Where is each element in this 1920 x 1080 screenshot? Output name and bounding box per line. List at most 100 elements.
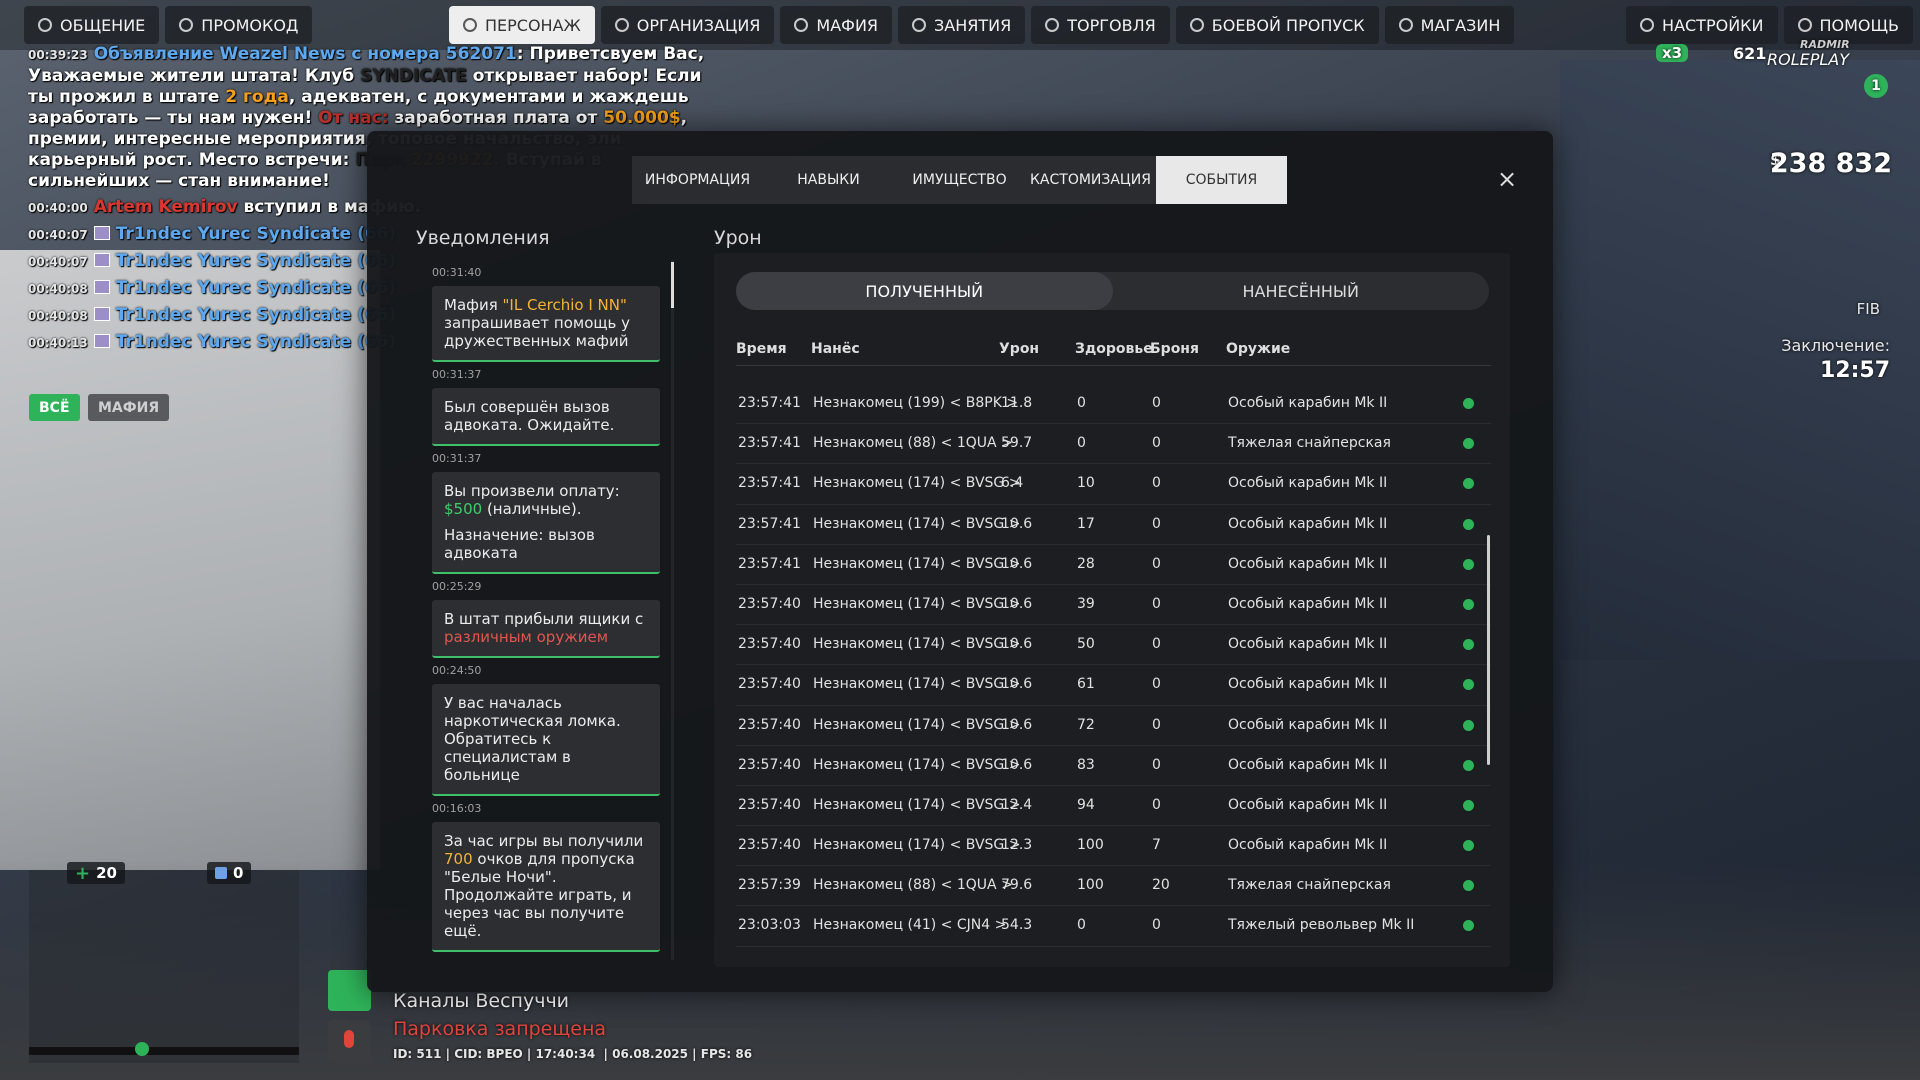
cell-attacker: Незнакомец (88) < 1QUA > (813, 877, 1013, 894)
text-segment: За час игры вы получили (444, 832, 644, 850)
chat-icon (93, 334, 110, 348)
notification-time: 00:31:37 (432, 452, 482, 465)
cell-time: 23:57:41 (738, 475, 801, 492)
text-segment: Объявление Weazel News с номера 562071 (93, 44, 517, 64)
damage-tab[interactable]: НАНЕСЁННЫЙ (1242, 281, 1360, 301)
modal-tab[interactable]: ИМУЩЕСТВО (894, 156, 1025, 204)
nav-item[interactable]: БОЕВОЙ ПРОПУСК (1175, 6, 1379, 44)
notification-card: Вы произвели оплату: $500 (наличные). Наз… (432, 472, 660, 574)
status-dot (1463, 799, 1474, 811)
nav-item[interactable]: ПРОМОКОД (165, 6, 313, 44)
text-segment: От нас: (318, 108, 389, 128)
nav-item[interactable]: ЗАНЯТИЯ (898, 6, 1026, 44)
text-segment: Вы произвели оплату: (444, 482, 620, 500)
modal-tab[interactable]: НАВЫКИ (763, 156, 894, 204)
cell-damage: 12.3 (1001, 837, 1033, 854)
cell-weapon: Особый карабин Mk II (1228, 837, 1388, 854)
armor-value: 0 (233, 864, 244, 882)
notification-card: У вас началась наркотическая ломка. Обра… (432, 684, 660, 796)
nav-item[interactable]: ПЕРСОНАЖ (449, 6, 595, 44)
modal-tab[interactable]: ИНФОРМАЦИЯ (632, 156, 763, 204)
notification-text: Вы произвели оплату: $500 (наличные). (444, 482, 648, 518)
modal-tab[interactable]: СОБЫТИЯ (1156, 156, 1287, 204)
cell-damage: 79.6 (1001, 877, 1033, 894)
status-dot (1463, 840, 1474, 852)
chat-icon (93, 253, 110, 267)
chat-time: 00:39:23 (28, 48, 88, 62)
chat-time: 00:40:07 (28, 228, 88, 242)
modal-tab[interactable]: КАСТОМИЗАЦИЯ (1025, 156, 1156, 204)
nav-icon (179, 18, 194, 32)
damage-row: 23:03:00Незнакомец (485) < PK85 >51.4480… (736, 947, 1491, 950)
damage-row: 23:57:41 Незнакомец (199) < B8PK >11.8 0 0 О… (736, 384, 1491, 425)
text-segment: различным оружием (444, 628, 609, 646)
damage-tab[interactable]: ПОЛУЧЕННЫЙ (736, 272, 1113, 310)
cell-health: 0 (1077, 917, 1086, 934)
cell-damage: 10.6 (1001, 636, 1033, 653)
nav-icon (1797, 18, 1812, 32)
chat-message: 00:40:07 Tr1ndec Yurec Syndicate (66) (28, 224, 728, 246)
text-segment: "IL Cerchio I NN" (502, 296, 627, 314)
cell-attacker: Незнакомец (174) < BVSG > (813, 555, 1021, 572)
zone: Парковка запрещена (393, 1018, 607, 1040)
chat-message: 00:40:07 Tr1ndec Yurec Syndicate (66) (28, 251, 728, 273)
logo-top: RADMIR (1800, 38, 1850, 51)
nav-group: НАСТРОЙКИ ПОМОЩЬ (1626, 6, 1913, 44)
nav-item[interactable]: ТОРГОВЛЯ (1031, 6, 1170, 44)
cell-weapon: Особый карабин Mk II (1228, 676, 1388, 693)
cell-attacker: Незнакомец (174) < BVSG > (813, 515, 1021, 532)
nav-label: БОЕВОЙ ПРОПУСК (1211, 15, 1365, 35)
chat-filter[interactable]: МАФИЯ (88, 394, 170, 421)
status-dot (1463, 518, 1474, 530)
nav-label: МАФИЯ (816, 15, 879, 35)
notification-time: 00:25:29 (432, 580, 482, 593)
nav-item[interactable]: НАСТРОЙКИ (1626, 6, 1778, 44)
nav-item[interactable]: МАГАЗИН (1384, 6, 1515, 44)
currency: $ (1770, 150, 1782, 169)
cell-time: 23:57:41 (738, 515, 801, 532)
close-button[interactable]: × (1497, 165, 1518, 193)
damage-row: 23:57:40 Незнакомец (174) < BVSG >10.6 72 0… (736, 706, 1491, 746)
notification-text: Назначение: вызов адвоката (444, 526, 648, 562)
character-modal: ИНФОРМАЦИЯ НАВЫКИ ИМУЩЕСТВО КАСТОМИЗАЦИЯ СОБ… (367, 131, 1553, 992)
nav-item[interactable]: ОРГАНИЗАЦИЯ (600, 6, 775, 44)
cell-weapon: Особый карабин Mk II (1228, 716, 1388, 733)
nav-item[interactable]: ПОМОЩЬ (1783, 6, 1913, 44)
nav-item[interactable]: ОБЩЕНИЕ (24, 6, 160, 44)
damage-row: 23:57:40 Незнакомец (174) < BVSG >12.3 100… (736, 826, 1491, 867)
cell-time: 23:57:40 (738, 636, 801, 653)
nav-item[interactable]: МАФИЯ (780, 6, 893, 44)
cell-weapon: Особый карабин Mk II (1228, 636, 1388, 653)
cell-time: 23:57:40 (738, 837, 801, 854)
armor-badge: 0 (207, 862, 252, 884)
cell-health: 0 (1077, 435, 1086, 452)
health-value: 20 (96, 864, 117, 882)
multiplier: x3 (1656, 44, 1689, 62)
cell-damage: 59.7 (1001, 435, 1033, 452)
text-segment: , адекватен, с документами и жаждешь зар… (28, 87, 689, 128)
health-icon: + (75, 862, 91, 884)
nav-label: НАСТРОЙКИ (1662, 15, 1764, 35)
cell-time: 23:57:41 (738, 555, 801, 572)
cell-damage: 10.6 (1001, 716, 1033, 733)
cell-attacker: Незнакомец (174) < BVSG > (813, 676, 1021, 693)
cell-damage: 10.6 (1001, 515, 1033, 532)
notification-text: Мафия "IL Cerchio I NN" запрашивает помо… (444, 296, 648, 350)
nav-icon (463, 18, 477, 32)
notification-text: Был совершён вызов адвоката. Ожидайте. (444, 398, 648, 434)
cell-health: 72 (1077, 716, 1095, 733)
nav-label: ПРОМОКОД (201, 15, 299, 35)
damage-row: 23:57:40 Незнакомец (174) < BVSG >12.4 94 0… (736, 786, 1491, 827)
damage-row: 23:57:40 Незнакомец (174) < BVSG >10.6 39 0… (736, 585, 1491, 626)
cell-damage: 6.4 (1001, 475, 1024, 492)
chat-filter[interactable]: ВСЁ (29, 394, 80, 421)
nav-label: ПЕРСОНАЖ (485, 15, 581, 35)
column-header: Здоровье (1075, 341, 1153, 357)
cell-weapon: Тяжелая снайперская (1228, 877, 1391, 894)
nav-icon (794, 18, 809, 32)
text-segment: В штат прибыли ящики с (444, 610, 644, 628)
status-dot (1463, 759, 1474, 771)
cell-time: 23:57:40 (738, 716, 801, 733)
text-segment: Tr1ndec Yurec Syndicate (66) (115, 224, 397, 244)
